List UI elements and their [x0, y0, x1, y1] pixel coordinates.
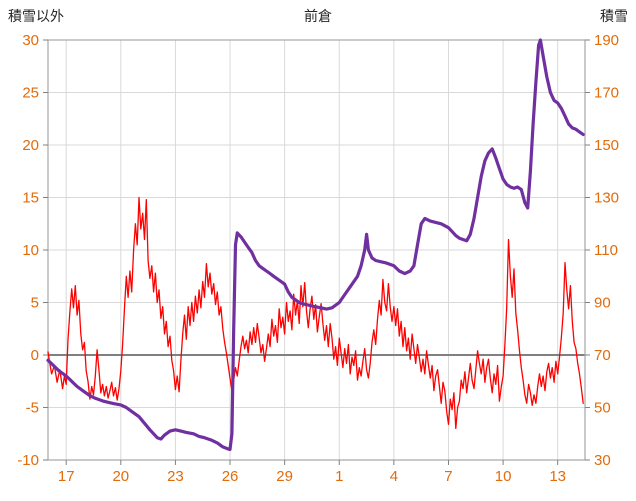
- x-tick-label: 10: [495, 468, 512, 485]
- left-tick-label: 5: [31, 295, 39, 312]
- right-tick-label: 130: [594, 190, 619, 207]
- right-tick-label: 50: [594, 400, 611, 417]
- x-tick-label: 20: [112, 468, 129, 485]
- left-tick-label: -10: [17, 452, 39, 469]
- right-tick-label: 170: [594, 85, 619, 102]
- right-tick-label: 150: [594, 137, 619, 154]
- left-tick-label: 10: [22, 242, 39, 259]
- x-tick-label: 13: [549, 468, 566, 485]
- x-tick-label: 4: [390, 468, 398, 485]
- left-tick-label: 25: [22, 85, 39, 102]
- left-tick-label: 20: [22, 137, 39, 154]
- right-tick-label: 110: [594, 242, 618, 259]
- series-line-積雪以外: [47, 196, 584, 430]
- x-tick-label: 7: [444, 468, 452, 485]
- x-tick-label: 1: [335, 468, 343, 485]
- right-tick-label: 70: [594, 347, 611, 364]
- left-tick-label: -5: [26, 400, 39, 417]
- left-tick-label: 15: [22, 190, 39, 207]
- right-tick-label: 190: [594, 32, 619, 49]
- x-tick-label: 23: [167, 468, 184, 485]
- right-tick-label: 90: [594, 295, 611, 312]
- x-tick-label: 17: [58, 468, 75, 485]
- left-tick-label: 30: [22, 32, 39, 49]
- series-line-積雪: [46, 38, 585, 452]
- right-tick-label: 30: [594, 452, 611, 469]
- x-tick-label: 26: [222, 468, 239, 485]
- left-tick-label: 0: [31, 347, 39, 364]
- x-tick-label: 29: [276, 468, 293, 485]
